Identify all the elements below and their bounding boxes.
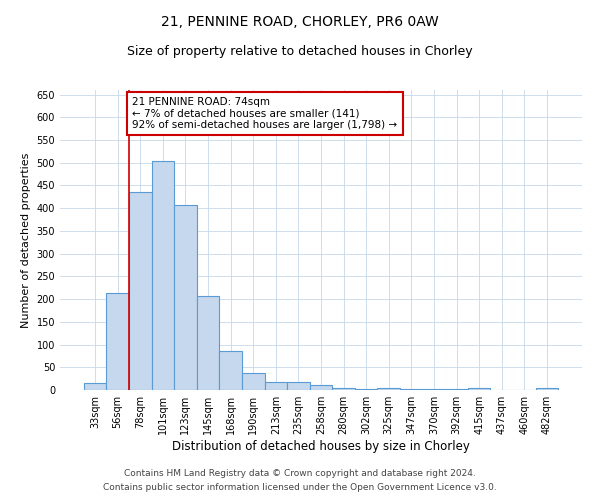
Bar	[332, 388, 355, 390]
Bar	[197, 296, 220, 390]
Bar	[536, 388, 558, 390]
Bar	[287, 382, 310, 390]
Bar	[220, 352, 242, 390]
Bar	[355, 388, 377, 390]
Bar	[265, 382, 287, 390]
Text: Contains public sector information licensed under the Open Government Licence v3: Contains public sector information licen…	[103, 484, 497, 492]
Y-axis label: Number of detached properties: Number of detached properties	[21, 152, 31, 328]
X-axis label: Distribution of detached houses by size in Chorley: Distribution of detached houses by size …	[172, 440, 470, 453]
Bar	[445, 388, 468, 390]
Bar	[152, 162, 174, 390]
Bar	[106, 293, 129, 390]
Bar	[84, 383, 106, 390]
Text: Size of property relative to detached houses in Chorley: Size of property relative to detached ho…	[127, 45, 473, 58]
Text: 21, PENNINE ROAD, CHORLEY, PR6 0AW: 21, PENNINE ROAD, CHORLEY, PR6 0AW	[161, 15, 439, 29]
Bar	[422, 388, 445, 390]
Bar	[310, 386, 332, 390]
Bar	[129, 192, 152, 390]
Text: Contains HM Land Registry data © Crown copyright and database right 2024.: Contains HM Land Registry data © Crown c…	[124, 468, 476, 477]
Bar	[242, 372, 265, 390]
Bar	[377, 388, 400, 390]
Bar	[468, 388, 490, 390]
Text: 21 PENNINE ROAD: 74sqm
← 7% of detached houses are smaller (141)
92% of semi-det: 21 PENNINE ROAD: 74sqm ← 7% of detached …	[133, 97, 397, 130]
Bar	[400, 388, 422, 390]
Bar	[174, 204, 197, 390]
